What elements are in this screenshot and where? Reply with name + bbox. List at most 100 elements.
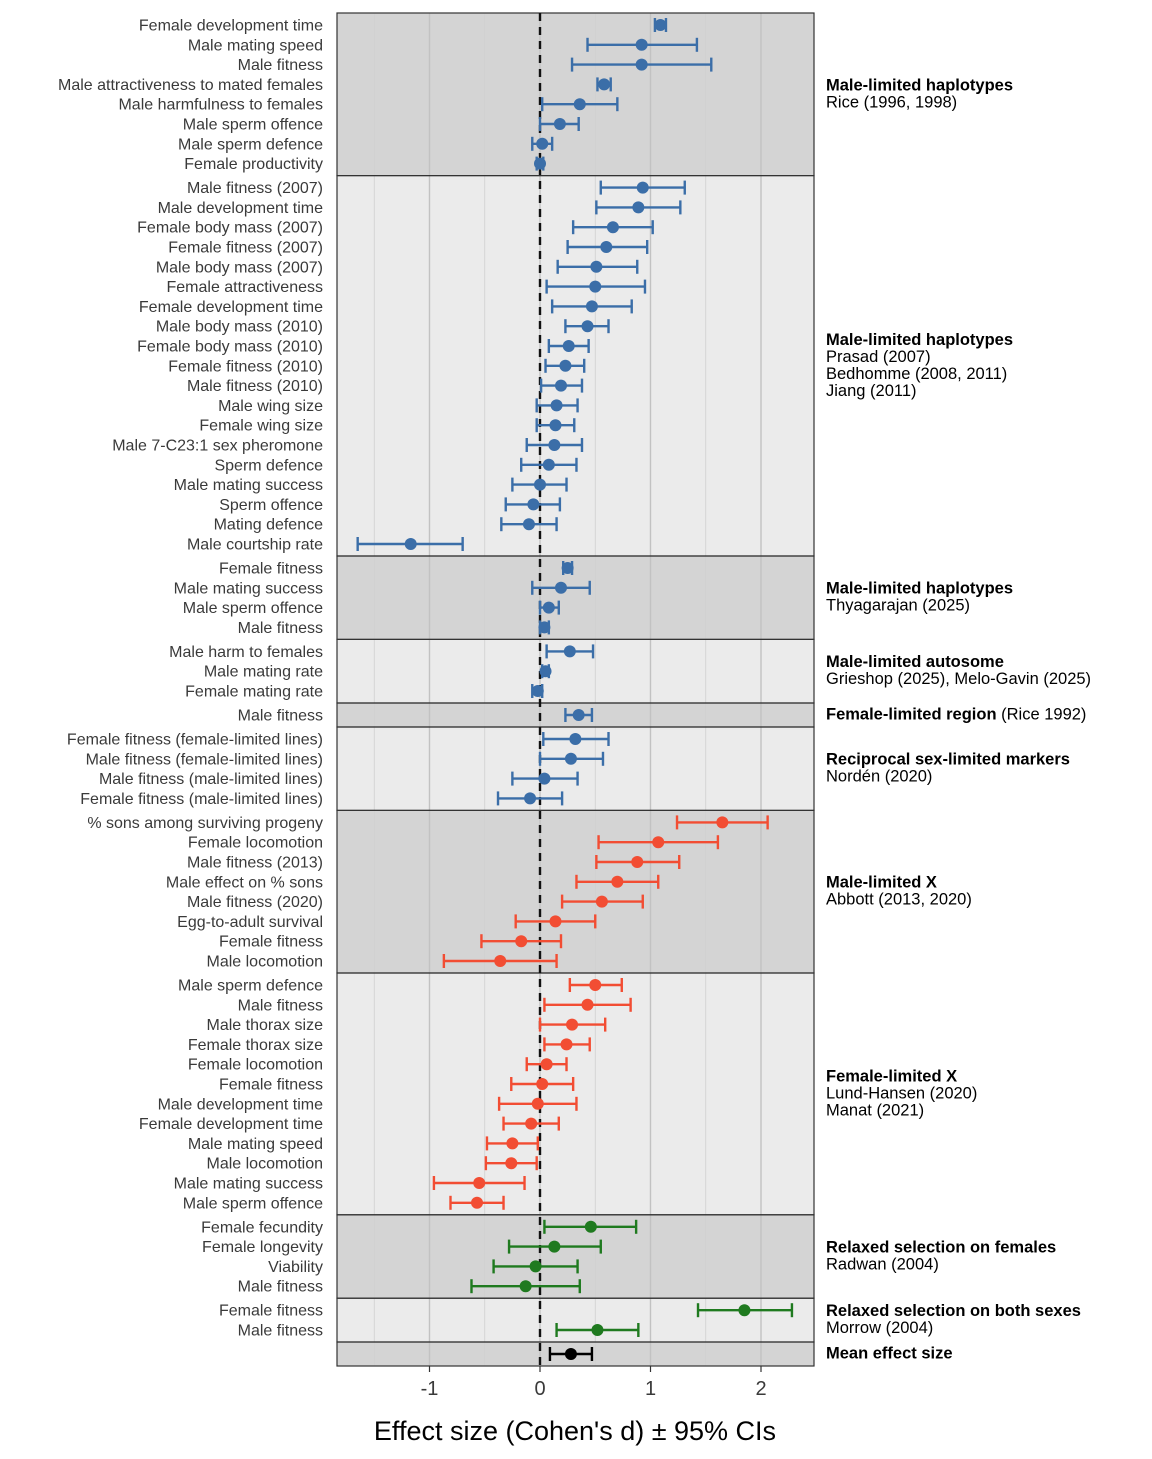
x-axis: -1 0 1 2 — [421, 1366, 767, 1400]
group-title: Male-limited X — [826, 874, 937, 892]
effect-point — [652, 836, 665, 849]
row-label: Female locomotion — [188, 835, 323, 852]
panel-8 — [337, 973, 814, 1215]
group-title-main: Reciprocal sex-limited markers — [826, 751, 1070, 769]
effect-point — [562, 340, 575, 352]
row-label: Female development time — [139, 299, 323, 316]
x-axis-title: Effect size (Cohen's d) ± 95% CIs — [374, 1416, 776, 1446]
effect-point — [536, 137, 549, 150]
group-labels: Male-limited haplotypes Rice (1996, 1998)… — [826, 76, 1091, 1362]
panel-border — [336, 1341, 815, 1367]
row-label: Male wing size — [218, 398, 323, 415]
effect-point — [591, 1324, 604, 1336]
effect-point — [572, 709, 585, 721]
effect-point — [606, 221, 619, 234]
panel-borders — [336, 12, 815, 1367]
row-label: Male courtship rate — [187, 537, 323, 554]
row-label: Male fitness (2010) — [187, 378, 323, 395]
group-title-main: Male-limited X — [826, 874, 937, 892]
group-subtitle: Bedhomme (2008, 2011) — [826, 365, 1007, 383]
group-subtitle: Rice (1996, 1998) — [826, 93, 957, 111]
panel-1 — [337, 13, 814, 176]
effect-point — [529, 1260, 542, 1273]
group-subtitle: Radwan (2004) — [826, 1256, 939, 1274]
row-label: Male mating speed — [188, 1136, 323, 1153]
effect-point — [538, 772, 551, 785]
row-label: Sperm defence — [214, 457, 323, 474]
effect-point — [473, 1177, 486, 1189]
row-label: Female wing size — [199, 418, 323, 435]
effect-point — [506, 1137, 519, 1150]
row-label: Male harm to females — [169, 644, 323, 661]
effect-point — [585, 300, 598, 313]
effect-point — [654, 19, 667, 31]
row-label: Viability — [268, 1259, 323, 1276]
effect-point — [561, 562, 574, 574]
panel-10 — [337, 1298, 814, 1342]
effect-point — [632, 201, 645, 214]
group-subtitle: Thyagarajan (2025) — [826, 597, 970, 615]
row-label: Male fitness — [238, 1279, 323, 1296]
row-label: Male mating success — [174, 1176, 323, 1193]
row-label: Female fitness — [219, 1077, 323, 1094]
group-title: Female-limited region (Rice 1992) — [826, 706, 1086, 724]
x-tick-label: -1 — [421, 1378, 439, 1400]
group-title: Male-limited haplotypes — [826, 580, 1013, 598]
row-label: Female body mass (2007) — [137, 220, 323, 237]
row-label: Male sperm offence — [183, 1195, 323, 1212]
row-label: Male locomotion — [207, 1156, 324, 1173]
row-label: Male mating success — [174, 477, 323, 494]
effect-point — [505, 1157, 518, 1170]
row-label: Female productivity — [184, 156, 323, 173]
row-label: Male fitness (2007) — [187, 180, 323, 197]
row-label: Male fitness — [238, 1323, 323, 1340]
effect-point — [581, 320, 594, 333]
row-label: Female longevity — [202, 1239, 323, 1256]
effect-point — [589, 280, 602, 293]
group-title-main: Male-limited haplotypes — [826, 331, 1013, 349]
effect-point — [519, 1280, 532, 1293]
row-label: Male body mass (2010) — [156, 319, 323, 336]
group-subtitle: Manat (2021) — [826, 1101, 924, 1119]
row-label: Female locomotion — [188, 1057, 323, 1074]
group-title: Male-limited haplotypes — [826, 331, 1013, 349]
effect-point — [515, 935, 528, 948]
effect-point — [540, 1058, 553, 1071]
group-title-main: Female-limited X — [826, 1067, 957, 1085]
row-label: Male mating success — [174, 580, 323, 597]
row-label: Female fitness — [219, 934, 323, 951]
row-label: Mating defence — [214, 517, 324, 534]
effect-point — [531, 685, 544, 697]
effect-point — [611, 875, 624, 888]
row-label: Male mating rate — [204, 664, 323, 681]
panel-9 — [337, 1214, 814, 1299]
row-label: Male fitness (2013) — [187, 855, 323, 872]
row-label: Female development time — [139, 1116, 323, 1133]
row-label: Sperm offence — [219, 497, 323, 514]
effect-point — [564, 1348, 577, 1360]
effect-point — [600, 241, 613, 253]
effect-point — [631, 856, 644, 868]
row-label: Male sperm offence — [183, 117, 323, 134]
effect-point — [564, 752, 577, 765]
row-label: Male body mass (2007) — [156, 259, 323, 276]
row-labels: Female development time Male mating speed… — [58, 18, 323, 1340]
effect-point — [494, 955, 507, 967]
row-label: Female development time — [139, 18, 323, 35]
group-subtitle: Grieshop (2025), Melo-Gavin (2025) — [826, 670, 1091, 688]
effect-point — [584, 1220, 597, 1233]
effect-point — [635, 38, 648, 51]
group-title-main: Relaxed selection on both sexes — [826, 1302, 1081, 1320]
effect-point — [560, 1038, 573, 1051]
effect-point — [569, 733, 582, 745]
effect-point — [531, 1097, 544, 1110]
row-label: Male 7-C23:1 sex pheromone — [112, 438, 323, 455]
row-label: Female fitness (male-limited lines) — [80, 791, 323, 808]
effect-point — [534, 157, 546, 170]
row-label: Female fitness — [219, 1303, 323, 1320]
effect-point — [554, 379, 567, 392]
group-title-main: Mean effect size — [826, 1345, 953, 1363]
row-label: Female mating rate — [185, 684, 323, 701]
row-label: Male effect on % sons — [166, 874, 323, 891]
